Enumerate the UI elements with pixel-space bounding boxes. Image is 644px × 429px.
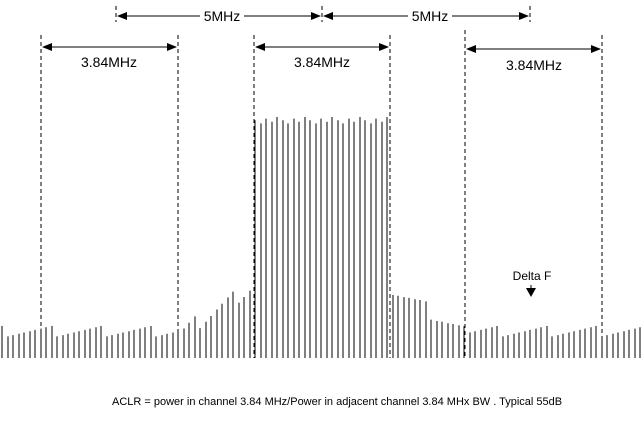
delta-f-label: Delta F (513, 269, 552, 283)
aclr-caption: ACLR = power in channel 3.84 MHz/Power i… (112, 396, 562, 408)
spectrum-lines (1, 117, 641, 358)
bandwidth-label-left: 3.84MHz (81, 54, 137, 70)
delta-f-arrowhead (526, 288, 536, 297)
bandwidth-label-right: 3.84MHz (506, 57, 562, 73)
bandwidth-label-center: 3.84MHz (294, 54, 350, 70)
spacing-label-left: 5MHz (204, 8, 241, 24)
channel-boundaries (40, 6, 603, 358)
spacing-label-right: 5MHz (412, 8, 449, 24)
